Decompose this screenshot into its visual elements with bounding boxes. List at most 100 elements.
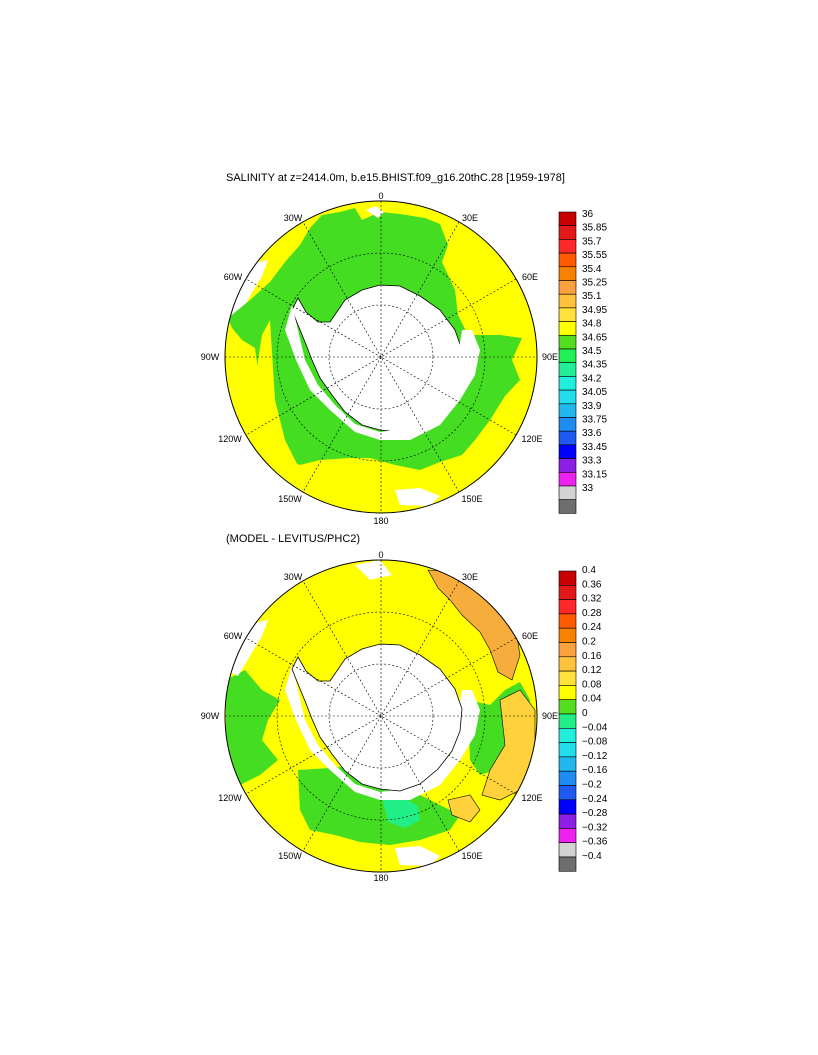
map2-colorbar-box-2 — [558, 599, 577, 615]
map1-colorbar-box-3 — [558, 252, 577, 268]
map2-lon-label-30e: 30E — [462, 572, 478, 582]
map1-colorbar-box-2 — [558, 239, 577, 254]
map1-colorbar-box-12 — [558, 376, 577, 391]
map1-map-border — [224, 200, 538, 514]
map1-colorbar-label-16: 33.6 — [582, 428, 602, 439]
map2-land-south-america — [225, 620, 268, 676]
map1-title: SALINITY at z=2414.0m, b.e15.BHIST.f09_g… — [226, 172, 565, 184]
map1-lon-label-0: 0 — [378, 191, 383, 201]
map2-green-south — [298, 765, 460, 845]
map1-colorbar-box-0 — [558, 211, 577, 226]
map1-colorbar-box-20 — [558, 485, 577, 500]
map1-white-fringe — [285, 305, 480, 440]
map1-colorbar-label-11: 34.35 — [582, 360, 607, 371]
map1-colorbar-label-15: 33.75 — [582, 415, 607, 426]
map1-colorbar-label-1: 35.85 — [582, 223, 607, 234]
map1-colorbar-label-4: 35.4 — [582, 264, 602, 275]
map2-colorbar-label-12: −0.08 — [582, 737, 608, 748]
map2-colorbar-box-13 — [558, 756, 577, 772]
map2-colorbar-box-5 — [558, 642, 577, 658]
map1-lon-label-180: 180 — [373, 516, 388, 526]
map2-colorbar-box-11 — [558, 727, 577, 743]
map1-colorbar-label-19: 33.15 — [582, 469, 607, 480]
map1-colorbar-box-19 — [558, 471, 577, 487]
map1-colorbar-label-2: 35.7 — [582, 236, 602, 247]
map1-salinity-yellow-sw — [255, 320, 360, 500]
map1-colorbar: 36 35.85 35.7 35.55 35.4 35.25 35.1 34.95 34.8 34… — [558, 209, 607, 514]
map2-colorbar-box-7 — [558, 670, 577, 686]
map1-colorbar-label-10: 34.5 — [582, 346, 602, 357]
map2-colorbar-box-20 — [558, 856, 577, 872]
map1-colorbar-label-9: 34.65 — [582, 332, 607, 343]
map2-teal-patch — [383, 796, 420, 828]
map2-colorbar-label-2: 0.32 — [582, 594, 602, 605]
map1-colorbar-label-5: 35.25 — [582, 278, 607, 289]
map1-colorbar-box-9 — [558, 334, 577, 350]
map2-colorbar-label-18: −0.32 — [582, 822, 608, 833]
map2-colorbar-label-3: 0.28 — [582, 608, 602, 619]
map2-colorbar-box-16 — [558, 799, 577, 815]
map2-colorbar-box-18 — [558, 828, 577, 844]
map2-colorbar-label-14: −0.16 — [582, 765, 608, 776]
map1-lon-label-120w: 120W — [218, 434, 242, 444]
map1-lon-label-90w: 90W — [201, 352, 220, 362]
map2-green-west — [226, 670, 280, 785]
map2-colorbar-label-4: 0.24 — [582, 622, 602, 633]
map1-lon-label-30w: 30W — [284, 213, 303, 223]
map2-lon-label-180: 180 — [373, 873, 388, 883]
map2-white-patch-bottom — [395, 846, 440, 866]
map1-colorbar-label-17: 33.45 — [582, 442, 607, 453]
map1-colorbar-box-6 — [558, 293, 577, 309]
map1-colorbar-box-5 — [558, 280, 577, 295]
map2-colorbar-label-8: 0.08 — [582, 679, 602, 690]
map1-colorbar-box-1 — [558, 225, 577, 240]
map1-colorbar-label-20: 33 — [582, 483, 594, 494]
map2-colorbar-label-6: 0.16 — [582, 651, 602, 662]
map2-light-orange-east — [481, 689, 536, 801]
map2-colorbar-box-0 — [558, 570, 577, 586]
map1-colorbar-box-18 — [558, 458, 577, 473]
map1-colorbar-box-15 — [558, 417, 577, 432]
map1-colorbar-label-14: 33.9 — [582, 401, 602, 412]
map2-lon-label-150e: 150E — [461, 851, 482, 861]
map2-colorbar-label-9: 0.04 — [582, 694, 602, 705]
map2-lon-label-30w: 30W — [284, 572, 303, 582]
map1-salinity-map: 0 30E 60E 90E 120E 150E 180 150W 120W 90… — [201, 191, 558, 526]
map2-colorbar-label-5: 0.2 — [582, 637, 596, 648]
map2-colorbar-label-17: −0.28 — [582, 808, 608, 819]
map1-colorbar-box-11 — [558, 362, 577, 377]
map2-lon-label-0: 0 — [378, 550, 383, 560]
map2-lon-label-120e: 120E — [521, 793, 542, 803]
map2-colorbar-label-7: 0.12 — [582, 665, 602, 676]
map2-colorbar-box-19 — [558, 842, 577, 858]
map1-colorbar-box-10 — [558, 348, 577, 363]
map2-colorbar-label-11: −0.04 — [582, 722, 608, 733]
map1-lon-label-150w: 150W — [278, 494, 302, 504]
map2-lon-label-90w: 90W — [201, 711, 220, 721]
map2-colorbar-label-16: −0.24 — [582, 794, 608, 805]
map1-colorbar-box-7 — [558, 307, 577, 322]
map1-white-patch-top — [366, 206, 384, 218]
map2-lon-label-60e: 60E — [522, 631, 538, 641]
map2-colorbar: 0.4 0.36 0.32 0.28 0.24 0.2 0.16 0.12 0.08 0.04 0 −… — [558, 565, 608, 872]
map2-colorbar-label-20: −0.4 — [582, 851, 602, 862]
map2-colorbar-box-4 — [558, 627, 577, 643]
map1-lon-label-90e: 90E — [542, 352, 558, 362]
map1-land-south-america — [225, 260, 268, 318]
map2-colorbar-label-1: 0.36 — [582, 579, 602, 590]
map1-colorbar-label-8: 34.8 — [582, 319, 602, 330]
map2-colorbar-label-0: 0.4 — [582, 565, 596, 576]
map2-colorbar-label-10: 0 — [582, 708, 588, 719]
map2-lon-label-90e: 90E — [542, 711, 558, 721]
map1-colorbar-label-7: 34.95 — [582, 305, 607, 316]
map2-lon-label-150w: 150W — [278, 851, 302, 861]
map1-colorbar-box-21 — [558, 499, 577, 514]
map2-white-fringe — [285, 665, 480, 800]
map2-title: (MODEL - LEVITUS/PHC2) — [226, 533, 361, 545]
map1-colorbar-label-18: 33.3 — [582, 456, 602, 467]
map2-colorbar-box-17 — [558, 813, 577, 829]
map1-white-patch-bottom — [395, 488, 440, 506]
map1-lon-label-60e: 60E — [522, 272, 538, 282]
map2-land-antarctica — [291, 643, 463, 792]
